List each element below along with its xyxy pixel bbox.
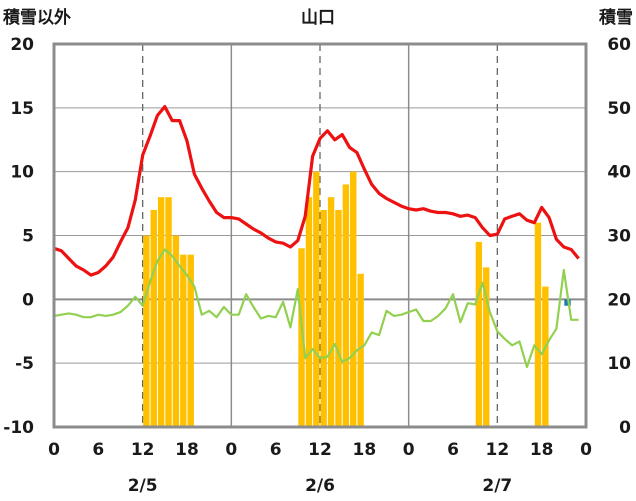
- xtick-9: 6: [447, 440, 459, 460]
- right-ytick-5: 10: [607, 354, 631, 374]
- bar-0-40: [350, 171, 357, 427]
- xtick-12: 0: [580, 440, 592, 460]
- xtick-11: 18: [530, 440, 554, 460]
- bar-layer: [143, 171, 571, 427]
- bar-0-38: [335, 209, 342, 427]
- left-axis-label: 積雪以外: [3, 7, 71, 28]
- date-label-1: 2/6: [305, 476, 335, 496]
- chart-title: 山口: [301, 8, 335, 28]
- xtick-3: 18: [175, 440, 199, 460]
- right-ytick-1: 50: [607, 99, 631, 119]
- bar-0-13: [150, 209, 157, 427]
- left-ytick-3: 5: [22, 227, 34, 247]
- xtick-5: 6: [270, 440, 282, 460]
- bar-0-12: [143, 235, 150, 427]
- date-label-2: 2/7: [482, 476, 512, 496]
- xtick-1: 6: [92, 440, 104, 460]
- date-label-0: 2/5: [128, 476, 158, 496]
- left-ytick-2: 10: [10, 163, 34, 183]
- xtick-2: 12: [131, 440, 155, 460]
- bar-0-16: [172, 235, 180, 427]
- right-ytick-0: 60: [607, 35, 631, 55]
- right-axis-label: 積雪: [599, 7, 633, 28]
- bar-0-15: [165, 197, 172, 427]
- left-ytick-0: 20: [10, 35, 34, 55]
- bar-0-34: [305, 197, 313, 427]
- bar-0-39: [342, 184, 350, 427]
- left-ytick-1: 15: [10, 99, 34, 119]
- bar-0-18: [187, 254, 194, 427]
- bar-0-57: [475, 241, 483, 427]
- bar-0-36: [320, 209, 327, 427]
- bar-0-58: [483, 267, 490, 427]
- right-ytick-3: 30: [607, 227, 631, 247]
- grid-layer: [54, 44, 586, 427]
- bar-0-33: [298, 248, 305, 427]
- bar-0-66: [542, 286, 549, 427]
- xtick-0: 0: [48, 440, 60, 460]
- left-ytick-6: -10: [3, 418, 34, 438]
- series-line-1: [53, 248, 579, 369]
- xtick-8: 0: [403, 440, 415, 460]
- bar-0-41: [357, 273, 364, 427]
- bar-0-65: [534, 222, 542, 427]
- xtick-4: 0: [225, 440, 237, 460]
- series-line-0: [53, 104, 580, 277]
- xtick-6: 12: [308, 440, 332, 460]
- right-ytick-4: 20: [607, 290, 631, 310]
- bar-0-17: [180, 254, 187, 427]
- plot-frame: [52, 42, 588, 429]
- left-ytick-5: -5: [15, 354, 34, 374]
- bar-0-37: [327, 197, 335, 427]
- right-ytick-6: 0: [619, 418, 631, 438]
- left-ytick-4: 0: [22, 290, 34, 310]
- bar-0-14: [157, 197, 165, 427]
- xtick-10: 12: [485, 440, 509, 460]
- bar-0-35: [313, 171, 320, 427]
- right-ytick-2: 40: [607, 163, 631, 183]
- xtick-7: 18: [352, 440, 376, 460]
